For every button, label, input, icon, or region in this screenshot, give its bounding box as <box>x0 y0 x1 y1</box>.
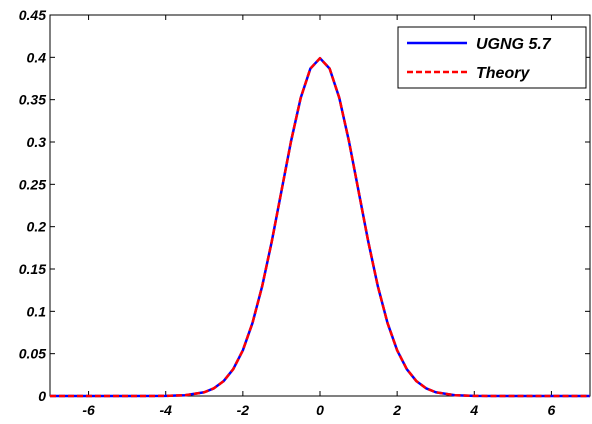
x-tick-label: -6 <box>82 402 95 418</box>
x-tick-label: -4 <box>159 402 172 418</box>
y-tick-label: 0.4 <box>27 49 47 65</box>
series-line-theory <box>50 57 590 398</box>
legend-label-theory: Theory <box>476 65 530 82</box>
legend: UGNG 5.7 Theory <box>397 26 587 89</box>
y-tick-label: 0.35 <box>19 92 46 108</box>
y-tick-label: 0.25 <box>19 176 46 192</box>
series-layer <box>50 56 590 398</box>
y-axis-ticks: 0 0.05 0.1 0.15 0.2 0.25 0.3 0.35 0.4 0.45 <box>19 7 590 404</box>
legend-label-ugng: UGNG 5.7 <box>476 36 552 53</box>
y-tick-label: 0.05 <box>19 346 46 362</box>
x-tick-label: 6 <box>548 402 556 418</box>
y-tick-label: 0 <box>38 388 46 404</box>
y-tick-label: 0.45 <box>19 7 46 23</box>
y-tick-label: 0.15 <box>19 261 46 277</box>
x-tick-label: 0 <box>316 402 324 418</box>
y-tick-label: 0.1 <box>27 303 47 319</box>
y-tick-label: 0.2 <box>27 219 47 235</box>
x-tick-label: 4 <box>469 402 478 418</box>
y-tick-label: 0.3 <box>27 134 47 150</box>
legend-box <box>397 26 587 89</box>
x-axis-ticks: -6 -4 -2 0 2 4 6 <box>82 15 556 418</box>
x-tick-label: -2 <box>237 402 250 418</box>
x-tick-label: 2 <box>392 402 401 418</box>
